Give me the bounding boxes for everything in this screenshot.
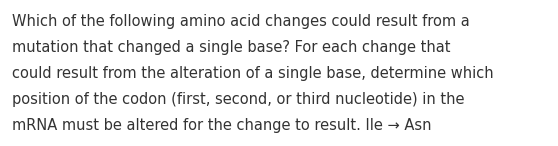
Text: mutation that changed a single base? For each change that: mutation that changed a single base? For… [12,40,450,55]
Text: mRNA must be altered for the change to result. Ile → Asn: mRNA must be altered for the change to r… [12,118,431,133]
Text: position of the codon (first, second, or third nucleotide) in the: position of the codon (first, second, or… [12,92,464,107]
Text: could result from the alteration of a single base, determine which: could result from the alteration of a si… [12,66,494,81]
Text: Which of the following amino acid changes could result from a: Which of the following amino acid change… [12,14,470,29]
